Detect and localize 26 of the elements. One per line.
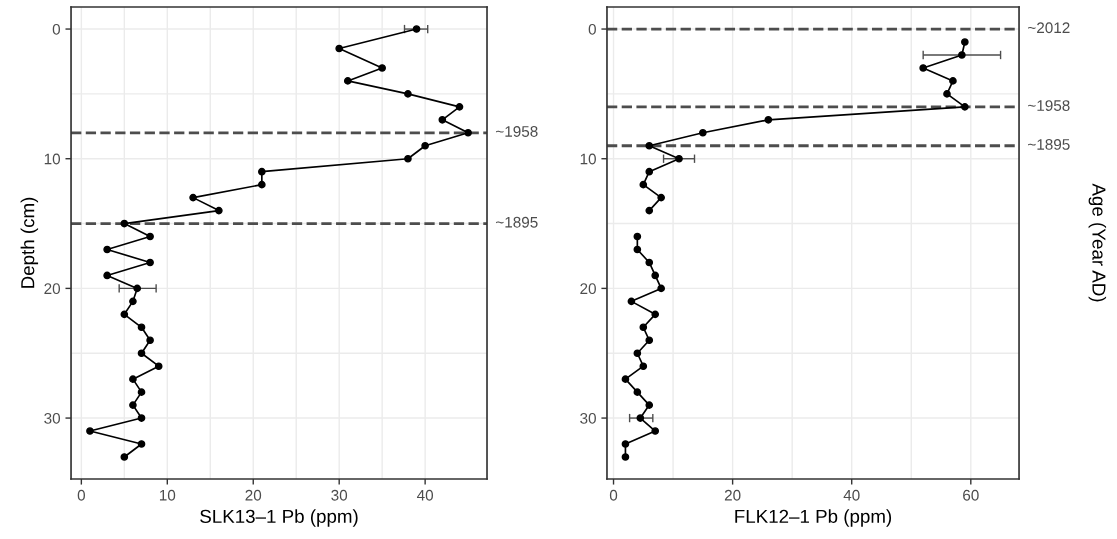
y2-axis-title: Age (Year AD) — [1088, 183, 1107, 302]
x-axis-title: FLK12–1 Pb (ppm) — [735, 509, 892, 527]
x-tick-label: 40 — [843, 489, 860, 501]
x-tick-label: 0 — [77, 489, 86, 501]
x-tick-label: 60 — [963, 489, 979, 501]
x-tick-label: 20 — [245, 489, 262, 501]
y-tick-label: 0 — [588, 23, 596, 35]
x-tick-label: 30 — [331, 489, 348, 501]
text: ~1895 — [496, 216, 538, 228]
x-tick-label: 20 — [724, 489, 741, 501]
x-tick-label: 10 — [159, 489, 176, 501]
y-tick-label: 20 — [580, 283, 596, 295]
y-tick-label: 0 — [52, 23, 61, 35]
text: ~1958 — [496, 126, 538, 137]
y-tick-label: 10 — [44, 153, 61, 165]
y-tick-label: 30 — [580, 412, 596, 424]
y-tick-label: 30 — [44, 412, 61, 424]
y-tick-label: 20 — [44, 283, 61, 295]
x-tick-label: 0 — [609, 489, 618, 501]
text: ~1895 — [1028, 139, 1070, 150]
text: ~1958 — [1028, 100, 1070, 111]
text: ~2012 — [1028, 22, 1070, 34]
x-axis-title: SLK13–1 Pb (ppm) — [200, 509, 358, 527]
y-axis-title: Depth (cm) — [20, 197, 39, 288]
y-tick-label: 10 — [580, 153, 596, 165]
x-tick-label: 40 — [416, 489, 434, 501]
